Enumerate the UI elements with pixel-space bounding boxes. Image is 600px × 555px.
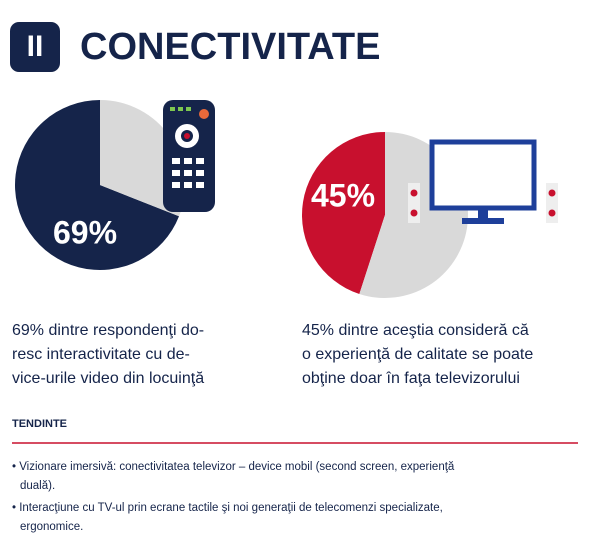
- pie-slice: [301, 132, 385, 294]
- tv-icon: [408, 139, 558, 224]
- caption-line: 45% dintre aceştia consideră că: [302, 322, 529, 339]
- badge: [10, 22, 60, 72]
- bullet-line: • Vizionare imersivă: conectivitatea tel…: [12, 461, 455, 473]
- badge-text: II: [27, 30, 44, 63]
- caption-line: vice-urile video din locuinţă: [12, 370, 204, 387]
- bullet-line: duală).: [20, 480, 55, 492]
- bullet-line: • Interacţiune cu TV-ul prin ecrane tact…: [12, 502, 443, 514]
- title: CONECTIVITATE: [80, 26, 380, 68]
- bullet-line: ergonomice.: [20, 521, 83, 533]
- pie-slice: [15, 100, 180, 271]
- caption-line: o experienţă de calitate se poate: [302, 346, 533, 363]
- caption-line: resc interactivitate cu de-: [12, 346, 190, 363]
- caption-line: obţine doar în faţa televizorului: [302, 370, 520, 387]
- section-title: TENDINTE: [12, 418, 67, 430]
- pie-label: 45%: [311, 177, 375, 213]
- pie-label: 69%: [53, 214, 117, 250]
- captions: 69% dintre respondenţi do-resc interacti…: [12, 322, 533, 387]
- bullets: • Vizionare imersivă: conectivitatea tel…: [12, 461, 455, 533]
- pies: [15, 100, 468, 298]
- caption-line: 69% dintre respondenţi do-: [12, 322, 204, 339]
- remote-icon: [163, 100, 215, 212]
